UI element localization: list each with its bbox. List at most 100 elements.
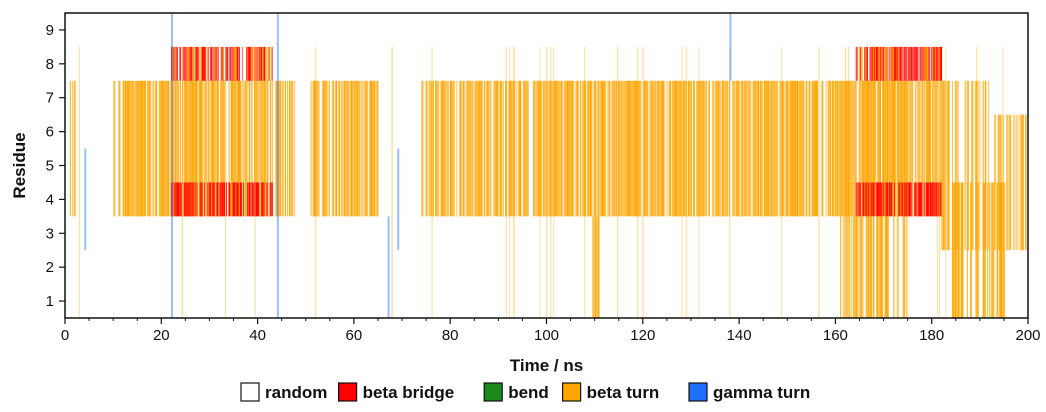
- structure-cell: [258, 46, 261, 81]
- structure-cell: [253, 46, 256, 81]
- structure-cell: [252, 182, 254, 217]
- structure-cell: [623, 80, 625, 217]
- structure-cell: [341, 80, 343, 217]
- structure-cell: [899, 80, 901, 217]
- structure-cell: [977, 80, 979, 251]
- structure-cell: [572, 80, 574, 217]
- structure-cell: [193, 46, 195, 81]
- structure-cell: [786, 80, 788, 217]
- structure-cell: [812, 80, 814, 217]
- structure-cell: [852, 80, 854, 217]
- structure-cell: [266, 80, 268, 217]
- structure-cell: [782, 80, 784, 217]
- structure-cell: [426, 80, 428, 217]
- structure-cell: [166, 80, 168, 217]
- structure-cell: [141, 80, 144, 217]
- structure-cell: [915, 182, 917, 217]
- structure-cell: [633, 80, 635, 217]
- structure-cell: [716, 80, 718, 217]
- structure-cell: [924, 46, 926, 81]
- structure-cell: [935, 46, 937, 81]
- structure-cell: [921, 46, 923, 81]
- structure-cell: [671, 80, 673, 217]
- structure-cell: [255, 182, 257, 217]
- structure-cell: [481, 80, 483, 217]
- structure-cell: [863, 182, 865, 217]
- structure-cell: [1000, 114, 1002, 251]
- structure-cell: [658, 80, 660, 217]
- structure-cell: [903, 182, 905, 217]
- y-tick-label: 4: [46, 191, 54, 208]
- structure-cell: [905, 80, 908, 217]
- structure-cell: [158, 80, 161, 217]
- structure-cell: [1002, 114, 1004, 251]
- structure-cell: [674, 80, 676, 217]
- structure-cell: [180, 182, 183, 217]
- structure-cell: [474, 80, 476, 217]
- structure-cell: [365, 80, 367, 217]
- structure-cell: [909, 182, 911, 217]
- structure-cell: [860, 216, 862, 318]
- structure-cell: [856, 216, 858, 318]
- structure-cell: [678, 80, 680, 217]
- structure-cell: [495, 80, 497, 217]
- structure-cell: [213, 182, 215, 217]
- structure-cell: [971, 182, 973, 318]
- structure-cell: [220, 80, 222, 217]
- structure-cell: [956, 182, 958, 318]
- structure-cell: [208, 80, 210, 217]
- structure-cell: [224, 46, 226, 81]
- structure-cell: [615, 80, 618, 217]
- structure-cell: [877, 80, 879, 217]
- structure-cell: [991, 182, 993, 318]
- structure-cell: [741, 80, 743, 217]
- structure-cell: [600, 80, 602, 217]
- structure-cell: [795, 80, 797, 217]
- structure-cell: [372, 80, 374, 217]
- structure-cell: [564, 80, 567, 217]
- structure-cell: [929, 182, 931, 217]
- structure-cell: [614, 80, 616, 217]
- structure-cell: [292, 80, 294, 217]
- structure-cell: [684, 80, 686, 217]
- structure-cell: [262, 80, 264, 217]
- structure-cell: [887, 80, 889, 217]
- structure-cell: [368, 80, 371, 217]
- structure-cell: [903, 80, 905, 217]
- structure-cell: [935, 182, 937, 217]
- structure-cell: [500, 80, 503, 217]
- structure-cell: [733, 80, 735, 217]
- structure-cell: [753, 80, 755, 217]
- structure-cell: [809, 80, 811, 217]
- structure-cell: [705, 80, 707, 217]
- structure-cell: [247, 46, 249, 81]
- structure-cell: [201, 80, 203, 217]
- structure-cell: [909, 80, 912, 217]
- structure-cell: [167, 80, 169, 217]
- structure-cell: [588, 80, 590, 217]
- structure-cell: [951, 80, 953, 251]
- structure-cell: [179, 182, 181, 217]
- structure-cell: [355, 80, 357, 217]
- structure-cell: [865, 46, 867, 81]
- structure-cell: [257, 182, 260, 217]
- structure-cell: [785, 80, 787, 217]
- structure-cell: [855, 182, 858, 217]
- structure-cell: [554, 80, 556, 217]
- structure-cell: [1010, 114, 1012, 251]
- structure-cell: [976, 182, 978, 318]
- structure-cell: [519, 80, 522, 217]
- data-cells: [69, 13, 1027, 318]
- structure-cell: [907, 46, 909, 318]
- structure-cell: [510, 80, 512, 217]
- structure-cell: [845, 80, 847, 217]
- structure-cell: [972, 80, 974, 251]
- structure-cell: [630, 80, 632, 217]
- y-axis-title: Residue: [10, 132, 29, 198]
- structure-cell: [351, 80, 354, 217]
- structure-cell: [363, 80, 365, 217]
- structure-cell: [868, 80, 870, 217]
- structure-cell: [612, 80, 614, 217]
- structure-cell: [913, 182, 916, 217]
- structure-cell: [899, 46, 901, 81]
